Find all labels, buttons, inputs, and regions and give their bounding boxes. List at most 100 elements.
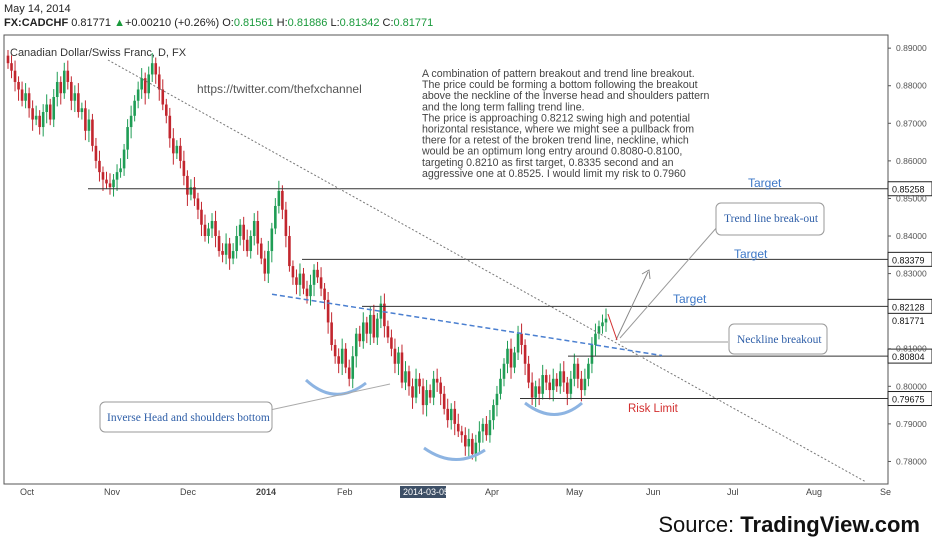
x-tick-label: Oct	[20, 487, 35, 497]
price-level-label: 0.85258	[892, 185, 925, 195]
crosshair-date-box	[400, 486, 446, 498]
candle-body	[534, 386, 537, 398]
note-line: above the neckline of the Inverse head a…	[422, 90, 710, 102]
candle-body	[24, 93, 27, 101]
close-label: C:	[382, 17, 394, 29]
candle-body	[566, 382, 569, 394]
candle-body	[418, 378, 421, 387]
x-tick-label: Aug	[806, 487, 822, 497]
candle-body	[13, 70, 17, 82]
x-tick-label: Dec	[180, 487, 197, 497]
candle-body	[527, 363, 530, 383]
inverse-hs-label: Inverse Head and shoulders bottom	[107, 412, 270, 424]
candle-body	[267, 251, 270, 274]
candle-body	[316, 269, 319, 278]
candle-body	[340, 348, 344, 364]
candle-body	[73, 93, 77, 101]
candle-body	[186, 175, 189, 195]
callout-leader	[269, 383, 391, 411]
symbol-label[interactable]: FX:CADCHF	[4, 17, 69, 29]
candle-body	[277, 190, 281, 206]
open-value: 0.81561	[233, 17, 274, 29]
source-prefix: Source:	[658, 512, 741, 537]
candle-body	[537, 386, 541, 394]
note-line: targeting 0.8210 as first target, 0.8335…	[422, 157, 674, 169]
candle-body	[94, 145, 98, 161]
levels-layer: 0.85258 0.83379 0.82128 0.80804 0.79675 0.817…	[88, 181, 932, 407]
candle-body	[495, 393, 499, 406]
candle-body	[242, 224, 245, 240]
pullback-arrow	[607, 313, 618, 341]
y-tick-label: 0.79000	[896, 419, 927, 429]
candle-body	[115, 172, 119, 180]
candle-body	[105, 179, 108, 184]
candle-body	[407, 371, 411, 387]
candle-body	[411, 386, 414, 398]
candle-body	[231, 251, 235, 259]
candle-body	[143, 78, 147, 94]
annotations-layer: Trend line break-out Neckline breakout Inv…	[99, 59, 867, 483]
candle-body	[453, 408, 457, 424]
candle-body	[52, 96, 56, 120]
y-tick-label: 0.87000	[896, 118, 927, 128]
price-level-label: 0.82128	[892, 302, 925, 312]
right-shoulder-arc	[524, 401, 583, 416]
risk-limit-label: Risk Limit	[628, 403, 679, 415]
y-tick-label: 0.88000	[896, 81, 927, 91]
candle-body	[284, 209, 288, 237]
candle-body	[358, 333, 362, 342]
candle-body	[516, 333, 520, 353]
candle-body	[252, 220, 256, 237]
candle-body	[245, 239, 249, 252]
candle-body	[31, 108, 34, 120]
x-tick-label: Se	[880, 487, 891, 497]
y-axis[interactable]: 0.89000 0.88000 0.87000 0.86000 0.85000 0.840…	[888, 43, 927, 466]
x-tick-label: Jul	[727, 487, 739, 497]
candle-body	[590, 344, 594, 364]
candle-body	[238, 224, 242, 237]
candle-body	[77, 93, 80, 113]
candle-body	[594, 333, 597, 345]
candle-body	[439, 382, 442, 394]
x-axis[interactable]: Oct Nov Dec 2014 Feb 2014-03-05 Apr May Jun Jul Au…	[20, 486, 891, 498]
candle-body	[435, 378, 439, 383]
candle-body	[446, 408, 450, 421]
candle-body	[502, 363, 506, 379]
candle-body	[558, 371, 562, 387]
last-price: 0.81771	[71, 17, 111, 29]
candle-body	[210, 220, 214, 229]
candle-body	[551, 378, 555, 391]
candle-body	[59, 81, 63, 94]
neckline	[271, 293, 663, 357]
candle-body	[41, 112, 45, 128]
candle-body	[48, 104, 52, 120]
high-value: 0.81886	[287, 17, 328, 29]
candle-body	[122, 149, 126, 169]
candle-body	[70, 81, 73, 101]
candle-body	[544, 375, 548, 383]
candle-body	[172, 138, 175, 154]
callout-box	[99, 401, 273, 433]
candle-body	[291, 266, 295, 278]
candle-body	[580, 378, 583, 391]
candle-body	[474, 442, 478, 454]
close-value: 0.81771	[393, 17, 434, 29]
candle-body	[305, 288, 309, 297]
candle-body	[400, 352, 404, 383]
candle-body	[456, 423, 460, 432]
candle-body	[569, 378, 573, 394]
candle-body	[129, 115, 133, 128]
target-arrow	[615, 271, 649, 341]
price-level-tag	[887, 348, 932, 364]
candle-body	[200, 209, 203, 225]
price-level-tag	[887, 391, 932, 407]
ohlc-header: FX:CADCHF 0.81771 ▲+0.00210 (+0.26%) O:0…	[4, 17, 433, 29]
x-tick-label: May	[566, 487, 584, 497]
candle-body	[601, 322, 604, 327]
candle-body	[98, 160, 101, 173]
candle-body	[175, 145, 179, 154]
candle-body	[196, 198, 200, 210]
price-level-tag	[887, 251, 932, 267]
price-level-label: 0.80804	[892, 352, 925, 362]
